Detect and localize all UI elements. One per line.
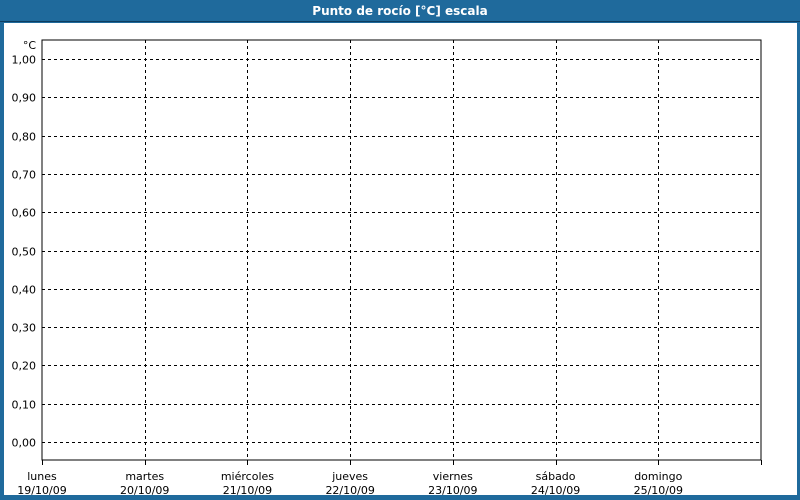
x-day-label: jueves bbox=[331, 470, 368, 483]
plot-border bbox=[41, 39, 762, 461]
x-date-label: 21/10/09 bbox=[223, 484, 272, 495]
x-date-label: 20/10/09 bbox=[120, 484, 169, 495]
y-tick-label: 0,40 bbox=[12, 284, 37, 297]
x-day-label: miércoles bbox=[221, 470, 274, 483]
x-date-label: 23/10/09 bbox=[428, 484, 477, 495]
y-tick-label: 0,60 bbox=[12, 207, 37, 220]
chart-canvas: 1,00 0,90 0,80 0,70 0,60 0,50 0,40 0,30 0,20 0,10… bbox=[12, 39, 762, 497]
x-day-label: viernes bbox=[433, 470, 473, 483]
y-tick-label: 0,20 bbox=[12, 360, 37, 373]
y-axis-unit-label: °C bbox=[23, 39, 37, 52]
x-date-label: 25/10/09 bbox=[634, 484, 683, 495]
window-title: Punto de rocío [°C] escala bbox=[312, 4, 488, 18]
y-tick-label: 1,00 bbox=[12, 54, 37, 67]
x-day-label: domingo bbox=[634, 470, 682, 483]
y-tick-label: 0,50 bbox=[12, 246, 37, 259]
chart-area: 1,00 0,90 0,80 0,70 0,60 0,50 0,40 0,30 0,20 0,10… bbox=[4, 23, 797, 497]
y-tick-label: 0,00 bbox=[12, 437, 37, 450]
y-tick-label: 0,70 bbox=[12, 169, 37, 182]
y-tick-label: 0,90 bbox=[12, 92, 37, 105]
window-titlebar: Punto de rocío [°C] escala bbox=[0, 0, 800, 22]
y-tick-label: 0,80 bbox=[12, 131, 37, 144]
x-date-label: 19/10/09 bbox=[17, 484, 66, 495]
x-day-label: martes bbox=[125, 470, 164, 483]
x-day-label: lunes bbox=[27, 470, 57, 483]
x-date-label: 24/10/09 bbox=[531, 484, 580, 495]
y-tick-label: 0,30 bbox=[12, 322, 37, 335]
x-day-label: sábado bbox=[536, 470, 576, 483]
x-date-label: 22/10/09 bbox=[325, 484, 374, 495]
y-tick-label: 0,10 bbox=[12, 399, 37, 412]
